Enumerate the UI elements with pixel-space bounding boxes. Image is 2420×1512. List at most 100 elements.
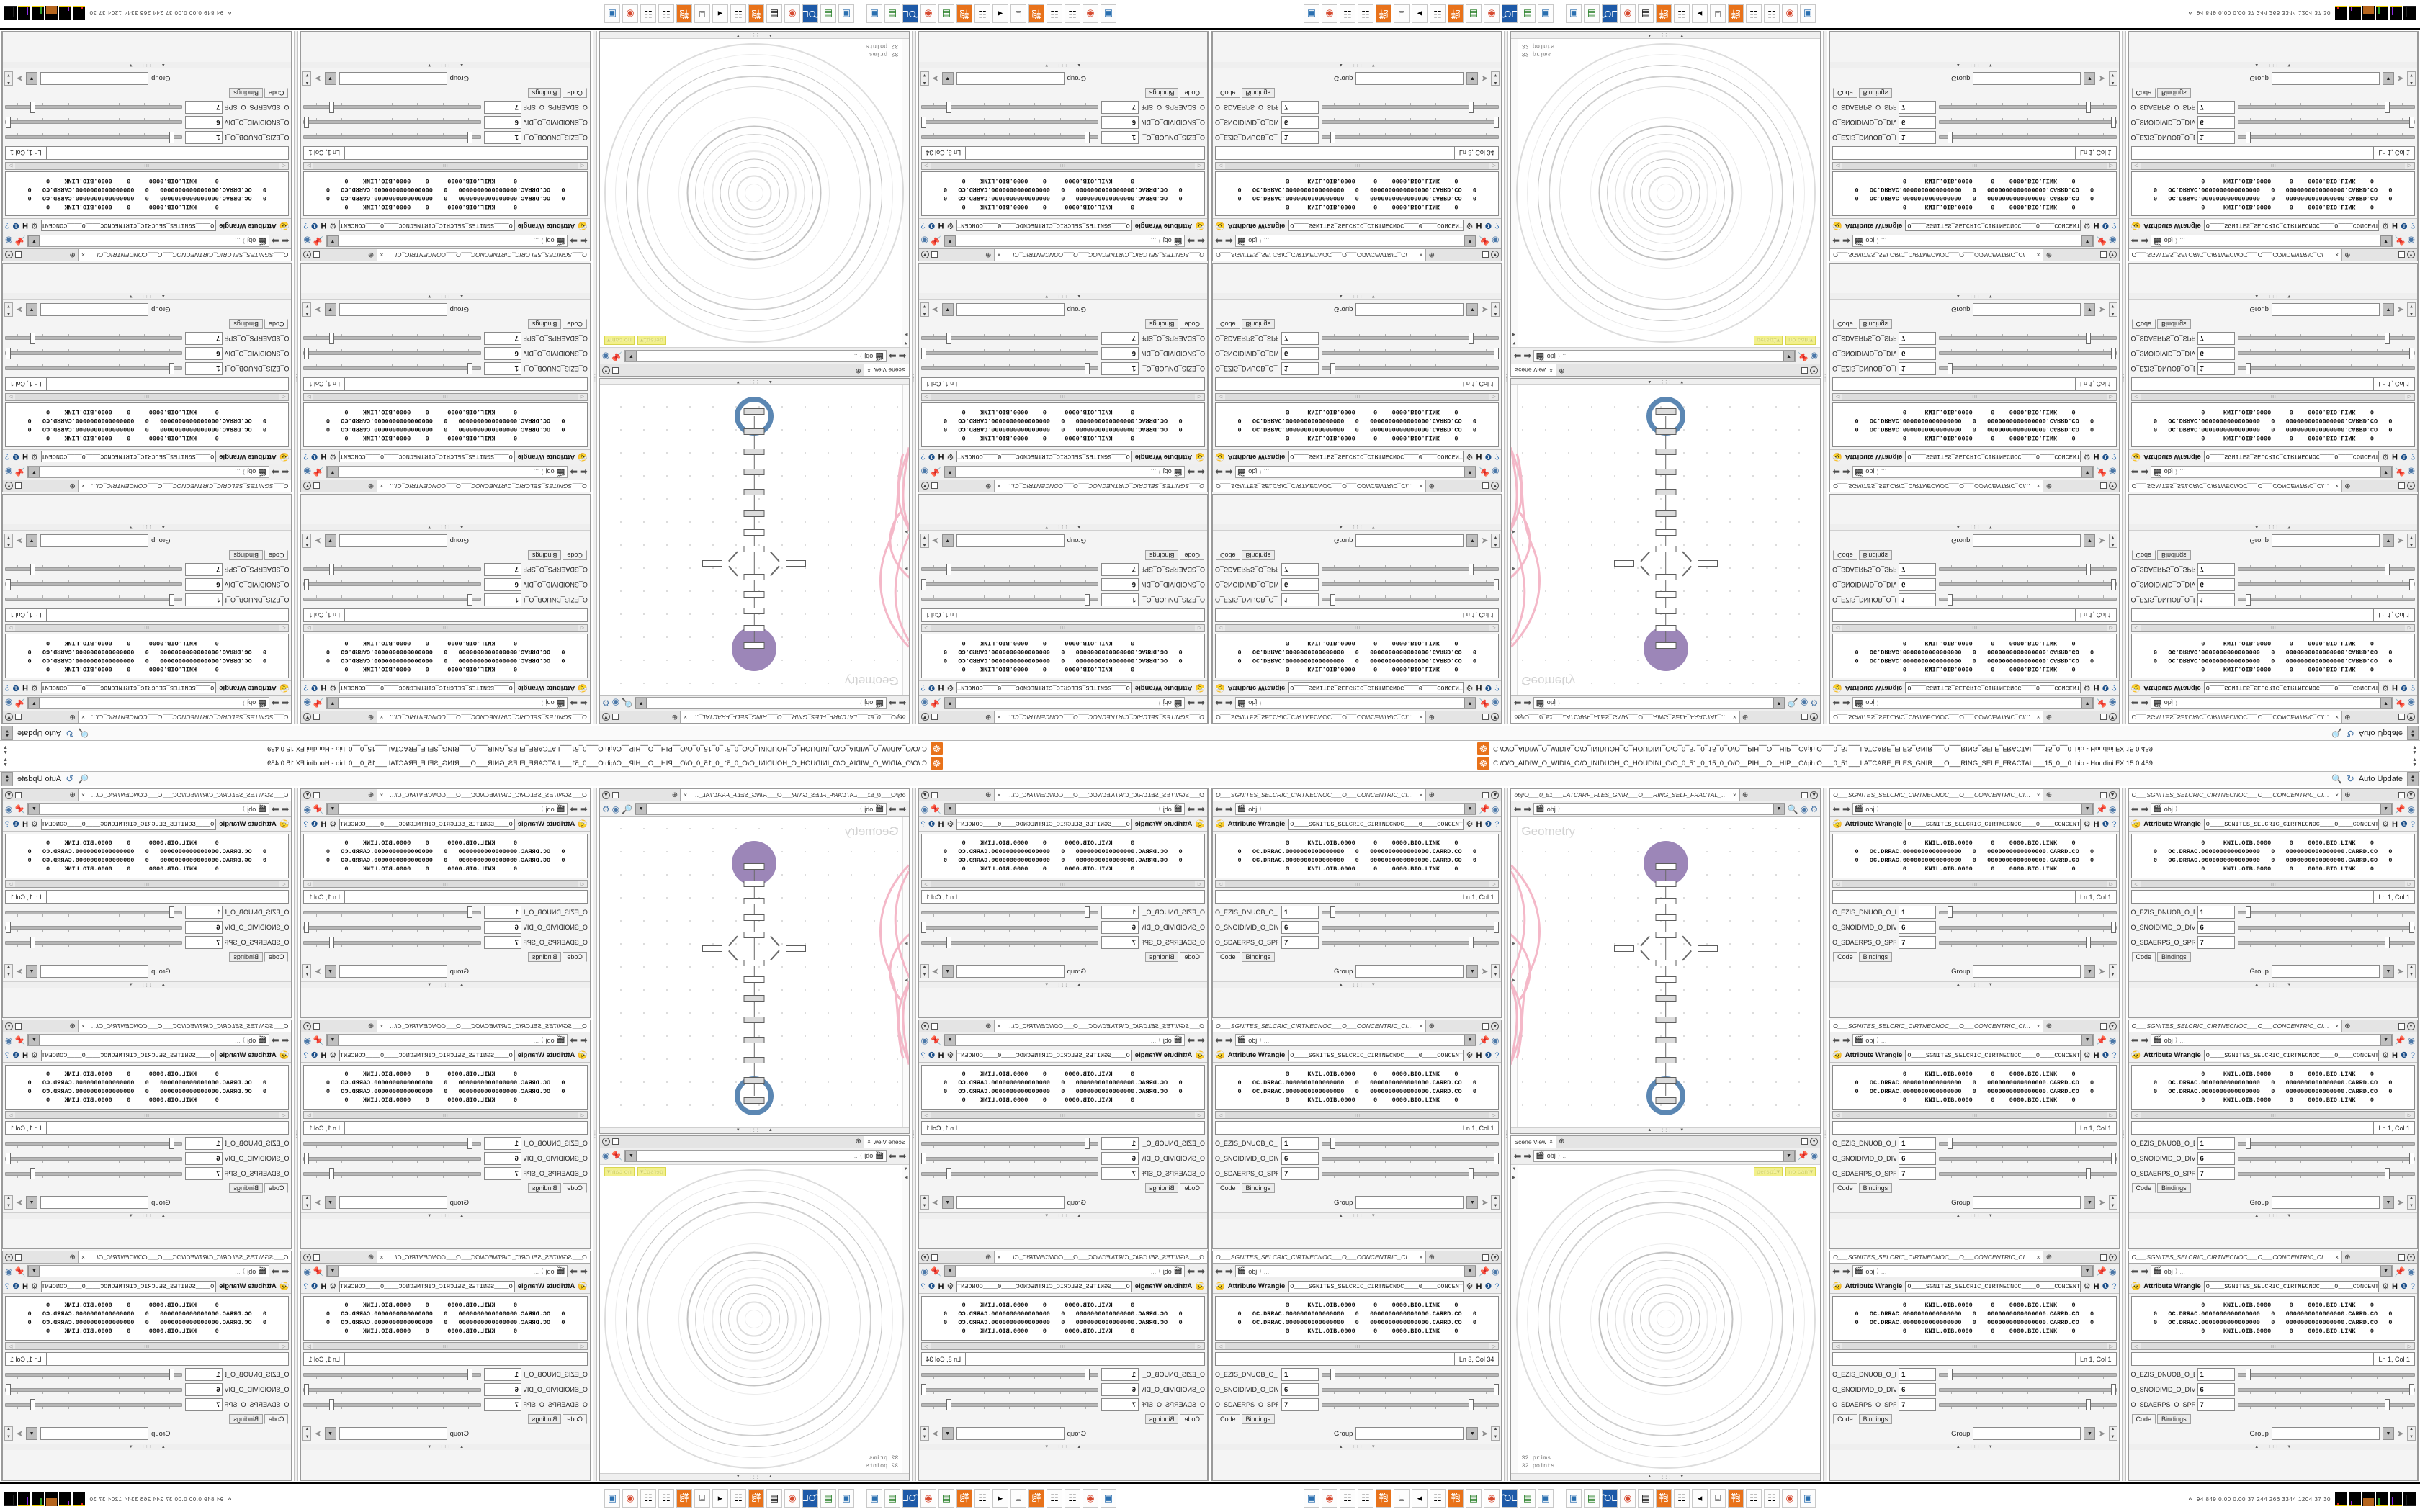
gear-icon[interactable]: ⚙ <box>1810 804 1819 814</box>
help-icon[interactable]: ? <box>303 1282 308 1291</box>
collapse-up-icon[interactable]: ▲ <box>1338 63 1343 67</box>
chevron-down-icon[interactable]: ▼ <box>28 1035 40 1045</box>
tab-bindings[interactable]: Bindings <box>1858 952 1893 962</box>
maximize-icon[interactable] <box>931 791 938 798</box>
camera-badge[interactable]: persp1▾ <box>1753 336 1783 346</box>
target-icon[interactable]: ◉ <box>1491 1035 1500 1045</box>
close-icon[interactable]: × <box>997 482 1001 490</box>
target-icon[interactable]: ◉ <box>2109 1035 2117 1045</box>
tray-graph[interactable] <box>2390 1492 2402 1506</box>
camera-badge[interactable]: persp1▾ <box>637 1166 667 1176</box>
close-icon[interactable]: × <box>2036 714 2040 721</box>
slider-thumb[interactable] <box>328 564 334 575</box>
arrow-cursor-icon[interactable]: ➤ <box>2396 536 2404 546</box>
node-name-input[interactable]: O____SGNITES_SELCRIC_CIRTNECNOC____0____… <box>2203 220 2380 232</box>
close-icon[interactable]: × <box>997 791 1001 798</box>
network-editor-canvas[interactable]: ▶ ▶ Geometry <box>599 385 909 695</box>
pane-menu-icon[interactable]: ▼ <box>2406 1253 2415 1261</box>
help-icon[interactable]: ? <box>5 683 10 693</box>
network-node[interactable] <box>1655 642 1677 649</box>
parameter-value-input[interactable]: 1 <box>483 362 521 375</box>
tab-bindings[interactable]: Bindings <box>1858 550 1893 560</box>
parameter-slider[interactable] <box>2237 1398 2415 1411</box>
chevron-down-icon[interactable]: ▼ <box>1464 1035 1476 1045</box>
gear-icon[interactable]: ⚙ <box>2382 1051 2390 1060</box>
notepad-icon[interactable]: ☷ <box>1746 4 1762 24</box>
maximize-icon[interactable] <box>2099 791 2107 798</box>
tab-bindings[interactable]: Bindings <box>1144 1414 1179 1424</box>
parameter-value-input[interactable]: 7 <box>1101 563 1139 576</box>
back-arrow-icon[interactable]: ⬅ <box>281 1035 290 1045</box>
collapse-up-icon[interactable]: ▲ <box>1955 1445 1960 1449</box>
camera-badge[interactable]: persp1▾ <box>1753 1166 1783 1176</box>
scroll-right-icon[interactable]: ▷ <box>307 625 311 631</box>
chevron-down-icon[interactable]: ▼ <box>2084 1427 2096 1440</box>
tab-bindings[interactable]: Bindings <box>1144 952 1179 962</box>
pane-resize-bar[interactable]: ▲ ⋮⋮⋮ ▼ <box>918 1212 1207 1219</box>
close-icon[interactable]: × <box>380 714 384 721</box>
parameter-value-input[interactable]: 6 <box>1899 578 1937 591</box>
collapse-up-icon[interactable]: ▲ <box>161 983 166 987</box>
close-icon[interactable]: × <box>2036 1254 2040 1261</box>
parameter-slider[interactable] <box>2237 921 2415 934</box>
scroll-thumb[interactable]: ∷∷ <box>15 394 279 400</box>
gear-icon[interactable]: ⚙ <box>1466 452 1474 461</box>
pane-resize-bar[interactable]: ▲ ⋮⋮⋮ ▼ <box>1830 524 2119 531</box>
calculator-icon[interactable]: ⌸ <box>1710 1488 1726 1508</box>
houdini-h-icon[interactable]: H <box>938 683 944 693</box>
target-icon[interactable]: ◉ <box>2407 698 2415 708</box>
back-arrow-icon[interactable]: ⬅ <box>1215 698 1223 708</box>
pane-menu-icon[interactable]: ▼ <box>2406 1022 2415 1030</box>
scroll-spinner[interactable]: ▲ ▼ <box>2108 1426 2118 1441</box>
calculator-icon[interactable]: ⌸ <box>1010 1488 1026 1508</box>
parameter-value-input[interactable]: 7 <box>185 332 223 345</box>
monitor-icon[interactable]: ▣ <box>1101 4 1116 24</box>
maximize-icon[interactable] <box>611 714 619 721</box>
help-icon[interactable]: ? <box>1494 452 1500 462</box>
scroll-left-icon[interactable]: ◁ <box>1197 1112 1202 1118</box>
maximize-icon[interactable] <box>15 251 22 258</box>
pin-icon[interactable]: 📌 <box>2394 1035 2406 1045</box>
pane-menu-icon[interactable]: ▼ <box>920 1253 929 1261</box>
network-node[interactable] <box>1655 863 1677 870</box>
maximize-icon[interactable] <box>1801 714 1809 721</box>
arrow-cursor-icon[interactable]: ➤ <box>2396 73 2404 84</box>
calculator-icon[interactable]: ⌸ <box>1710 4 1726 24</box>
scroll-right-icon[interactable]: ▷ <box>307 394 311 400</box>
close-icon[interactable]: × <box>2335 791 2339 798</box>
maximize-icon[interactable] <box>2398 1022 2405 1030</box>
network-node[interactable] <box>1655 914 1677 922</box>
tab-bindings[interactable]: Bindings <box>229 1414 263 1424</box>
collapse-up-icon[interactable]: ▲ <box>1338 1214 1343 1218</box>
gear-icon[interactable]: ⚙ <box>329 1051 337 1060</box>
network-node[interactable] <box>743 590 765 598</box>
parameter-value-input[interactable]: 1 <box>185 1137 223 1150</box>
node-name-input[interactable]: O____SGNITES_SELCRIC_CIRTNECNOC____0____… <box>1288 1280 1464 1292</box>
slider-thumb[interactable] <box>1493 922 1499 933</box>
pin-icon[interactable]: 📌 <box>14 235 26 246</box>
calculator-icon[interactable]: ⌸ <box>1394 4 1410 24</box>
forward-arrow-icon[interactable]: ➡ <box>570 698 578 708</box>
houdini-icon[interactable]: 鞄 <box>1656 1488 1672 1508</box>
notepad-icon[interactable]: ☷ <box>1674 1488 1690 1508</box>
notepad-icon[interactable]: ☷ <box>658 1488 674 1508</box>
network-left-toolbar[interactable]: ▶ ▶ <box>902 385 909 695</box>
calculator-icon[interactable]: ⌸ <box>1010 4 1026 24</box>
path-input[interactable]: 🎬 obj ⟩ ... ▼ <box>2151 697 2393 709</box>
pane-resize-bar[interactable]: ▲ ⋮⋮⋮ ▼ <box>1213 293 1502 300</box>
network-node[interactable] <box>743 608 765 615</box>
path-input[interactable]: 🎬 obj ⟩ ... ▼ <box>1234 235 1477 247</box>
parameter-slider[interactable] <box>1322 936 1500 949</box>
path-input[interactable]: 🎬 obj ⟩ ... ▼ <box>1234 1265 1477 1277</box>
green-terminal-icon[interactable]: ▤ <box>884 4 900 24</box>
camera-badge[interactable]: persp1▾ <box>637 336 667 346</box>
gear-icon[interactable]: ⚙ <box>30 221 38 230</box>
parameter-slider[interactable] <box>5 1383 183 1396</box>
pane-resize-bar[interactable]: ▲ ⋮⋮⋮ ▼ <box>1511 1473 1821 1480</box>
target-icon[interactable]: ◉ <box>611 698 620 708</box>
help-icon[interactable]: ? <box>920 1050 926 1060</box>
tab-bindings[interactable]: Bindings <box>527 550 562 560</box>
pane-resize-bar[interactable]: ▲ ⋮⋮⋮ ▼ <box>599 1126 909 1133</box>
